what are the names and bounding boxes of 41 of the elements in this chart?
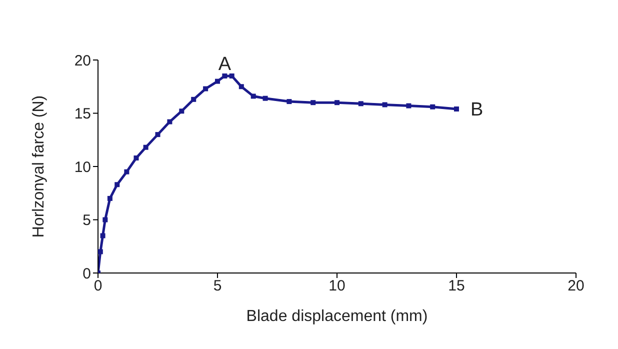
point (334, 100, 340, 106)
annotation: B (470, 100, 484, 121)
point (215, 78, 220, 84)
point (107, 196, 112, 201)
y-tick-label: 15 (74, 106, 91, 123)
point (382, 102, 388, 108)
point (203, 86, 208, 92)
point (102, 217, 108, 222)
point (100, 233, 106, 238)
point (286, 99, 292, 104)
point (167, 119, 172, 124)
x-axis-title: Blade displacement (mm) (246, 308, 428, 325)
point (406, 103, 412, 108)
x-tick-label: 0 (94, 278, 102, 295)
point (358, 101, 364, 106)
point (191, 96, 196, 102)
y-axis-title: Horlzonyal farce (N) (30, 95, 48, 238)
x-tick-label: 10 (328, 278, 346, 295)
y-tick-label: 5 (82, 212, 91, 230)
point (155, 132, 160, 138)
point (222, 73, 228, 78)
point (229, 73, 234, 78)
x-tick-label: 15 (448, 278, 465, 295)
point (134, 155, 139, 160)
y-tick-label: 10 (74, 158, 91, 176)
point (310, 100, 316, 106)
point (98, 249, 103, 254)
point (179, 108, 184, 114)
point (238, 84, 244, 90)
annotation: A (218, 54, 232, 75)
x-tick-label: 5 (213, 278, 222, 295)
point (124, 169, 130, 174)
point (454, 106, 459, 112)
point (430, 104, 436, 110)
point (143, 144, 148, 150)
y-tick-label: 0 (82, 265, 91, 282)
y-tick-label: 20 (74, 52, 91, 70)
point (250, 94, 256, 99)
point (114, 182, 120, 188)
point (262, 96, 268, 101)
x-tick-label: 20 (568, 278, 584, 295)
